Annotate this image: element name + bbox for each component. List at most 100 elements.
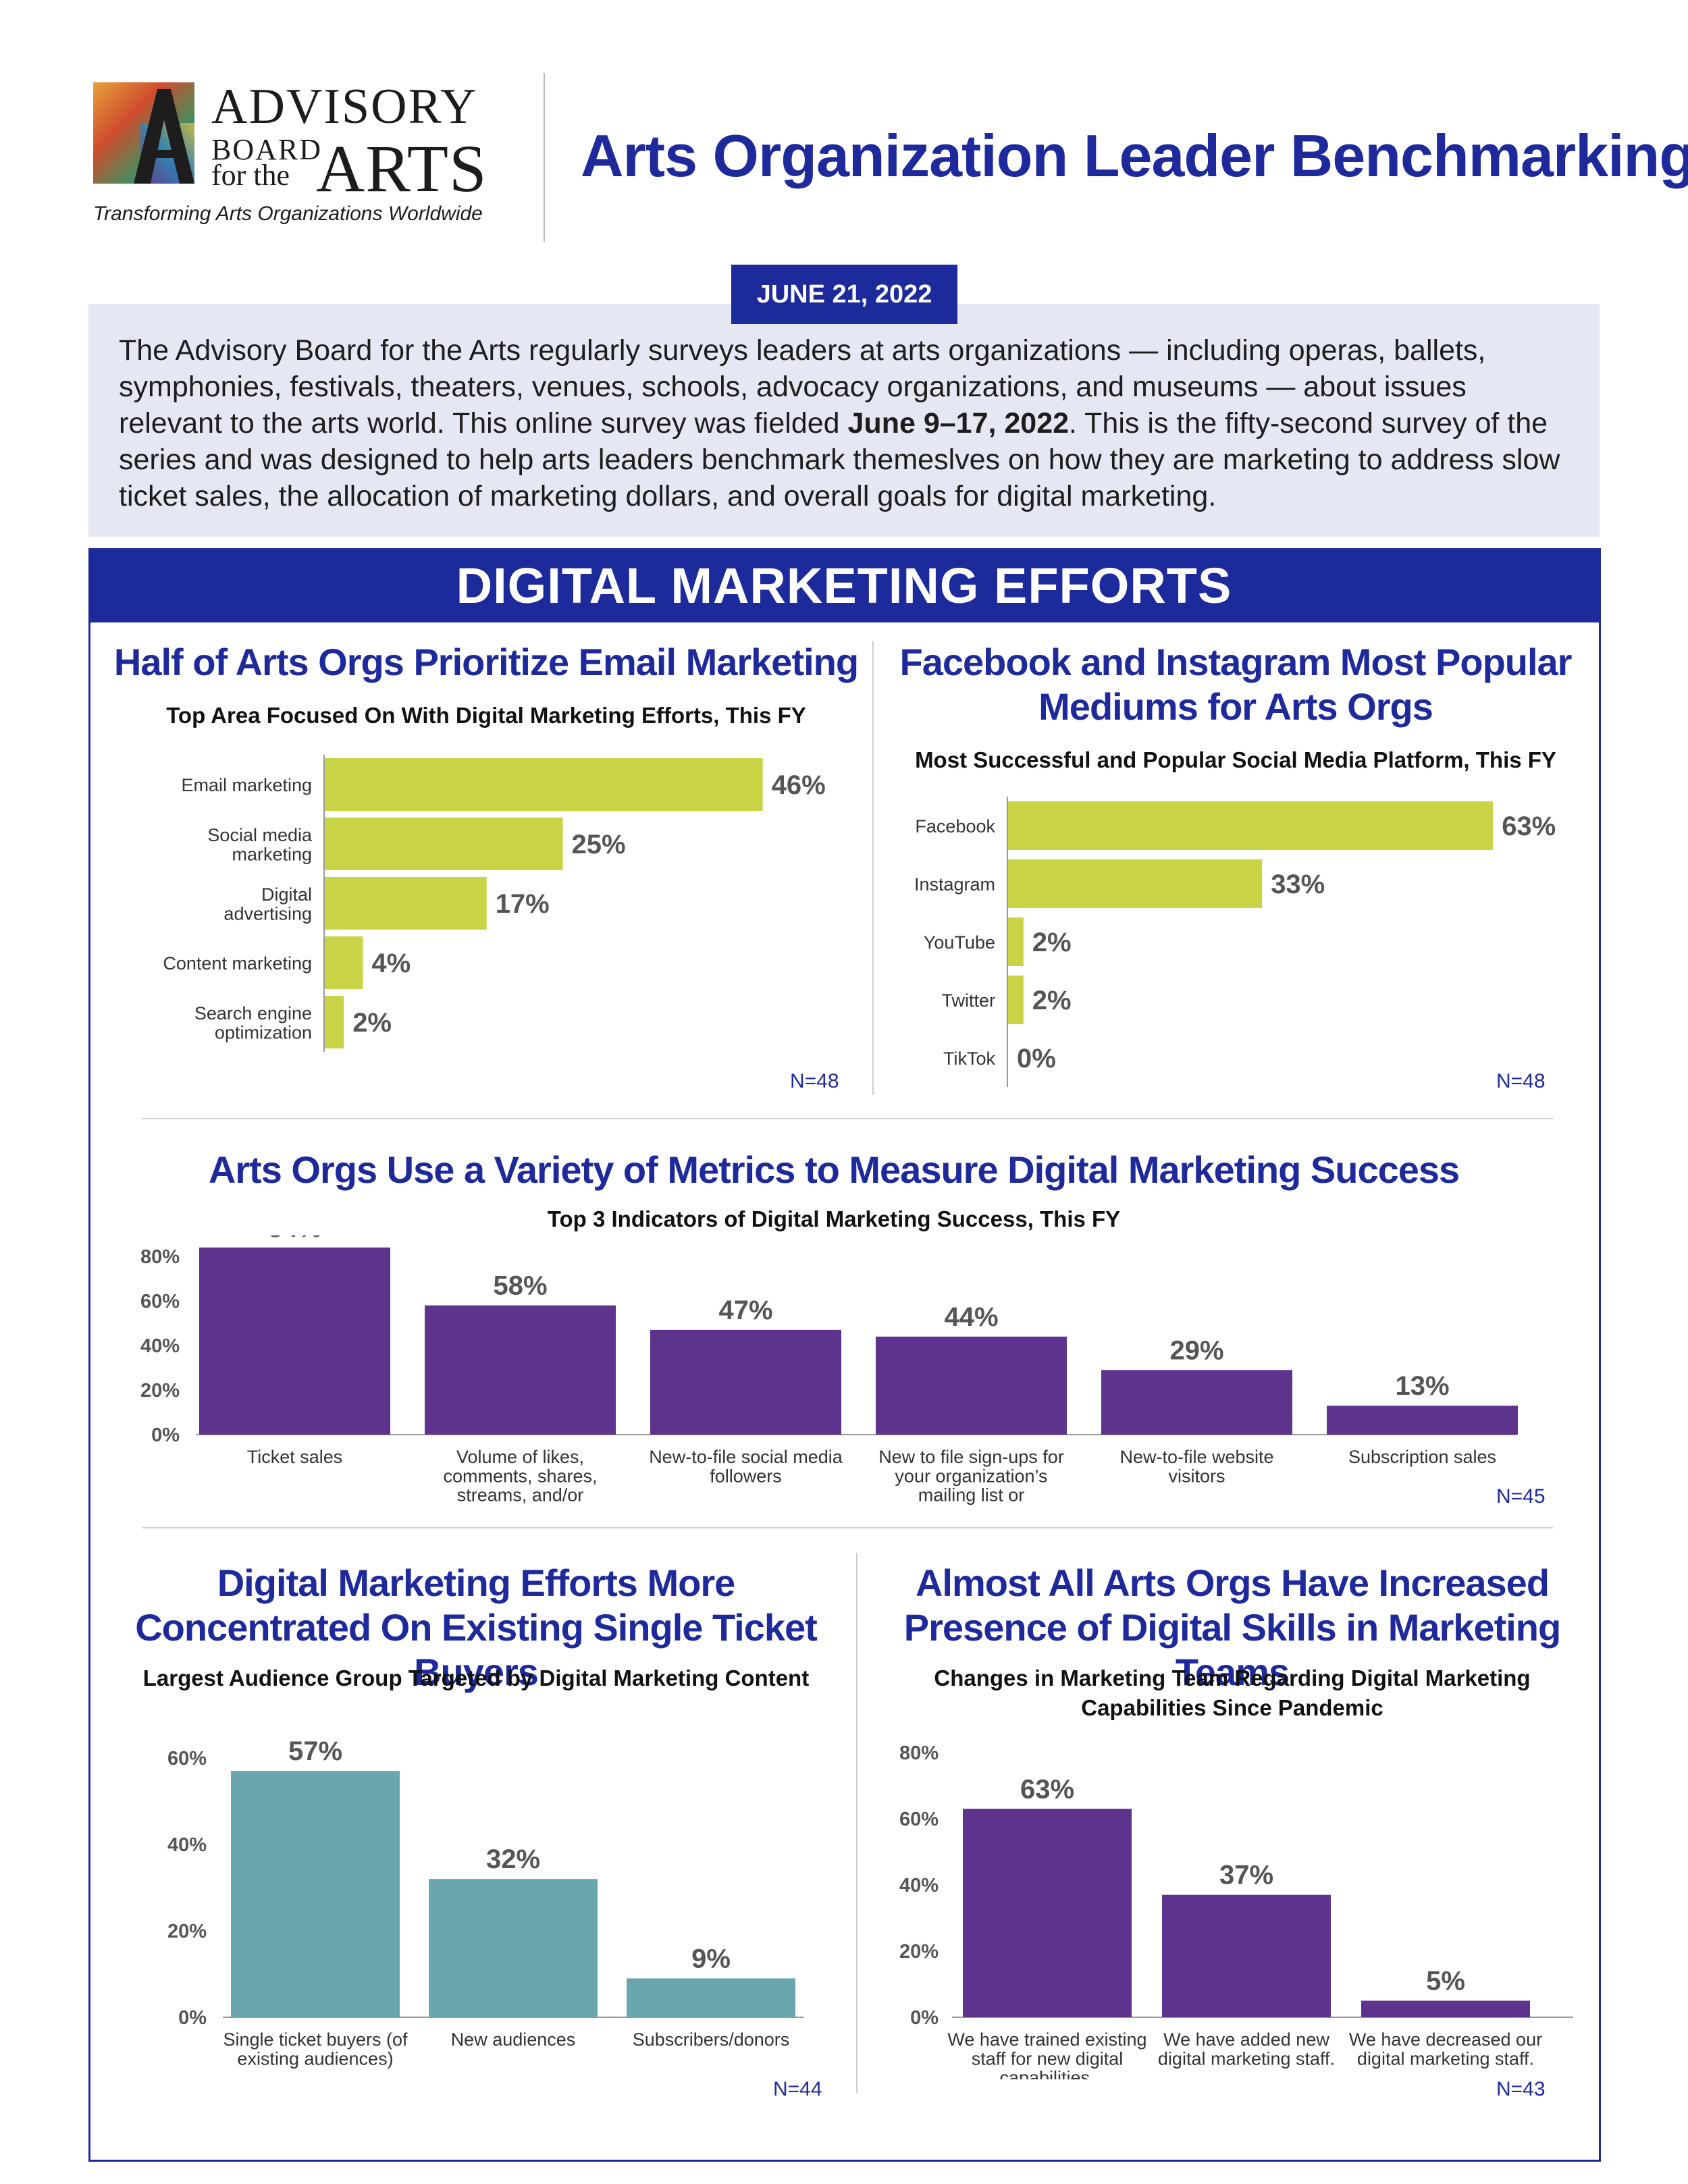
- divider-middle-top: [142, 1118, 1553, 1119]
- logo: ADVISORY BOARD for the ARTS: [93, 79, 498, 244]
- bar-0: [1008, 801, 1494, 850]
- value-label-1: 37%: [1219, 1861, 1273, 1890]
- chart-email-title: Half of Arts Orgs Prioritize Email Marke…: [113, 641, 859, 683]
- category-label-1: We have added new digital marketing staff…: [1158, 2029, 1335, 2069]
- y-tick-1: 20%: [899, 1941, 939, 1963]
- bar-1: [1162, 1894, 1331, 2017]
- logo-text-arts: ARTS: [316, 131, 487, 206]
- bar-3: [325, 936, 363, 989]
- value-label-2: 9%: [691, 1944, 731, 1973]
- value-label-0: 84%: [267, 1235, 321, 1243]
- chart-audience-subtitle: Largest Audience Group Targeted by Digit…: [142, 1666, 810, 1690]
- intro-text-part2: . This is the fifty-second survey of the…: [119, 407, 1560, 512]
- value-label-1: 58%: [493, 1271, 547, 1301]
- intro-text: The Advisory Board for the Arts regularl…: [119, 332, 1577, 514]
- y-tick-1: 20%: [140, 1380, 180, 1402]
- category-label-3: Content marketing: [163, 953, 312, 974]
- value-label-4: 0%: [1017, 1044, 1056, 1073]
- value-label-0: 46%: [772, 770, 826, 800]
- value-label-0: 63%: [1020, 1774, 1074, 1804]
- category-label-1: Volume of likes, comments, shares, streams…: [434, 1447, 607, 1506]
- chart-metrics-n: N=45: [1496, 1485, 1546, 1508]
- bar-5: [1327, 1406, 1518, 1435]
- bar-2: [325, 877, 487, 930]
- category-label-3: New to file sign-ups for your organizatio…: [878, 1447, 1064, 1506]
- bar-1: [429, 1879, 598, 2017]
- chart-skills-subtitle: Changes in Marketing Team Regarding Digi…: [934, 1666, 1531, 1720]
- chart-email-n: N=48: [790, 1070, 839, 1092]
- y-tick-2: 40%: [167, 1834, 207, 1856]
- category-label-1: Instagram: [914, 874, 995, 895]
- category-label-4: TikTok: [943, 1048, 996, 1069]
- value-label-3: 2%: [1032, 986, 1072, 1015]
- chart-email: Email marketing 46% Social media marketing 2…: [163, 755, 826, 1052]
- bar-2: [627, 1978, 795, 2017]
- value-label-1: 25%: [572, 830, 626, 859]
- category-label-1: New audiences: [451, 2029, 576, 2050]
- bar-4: [1101, 1370, 1292, 1435]
- bar-4: [325, 996, 344, 1048]
- y-tick-2: 40%: [140, 1335, 180, 1357]
- category-label-4: New-to-file website visitors: [1119, 1447, 1273, 1486]
- section-banner: DIGITAL MARKETING EFFORTS: [88, 548, 1600, 622]
- chart-skills: 0% 20% 40% 60% 80% 63% We have trained existin…: [899, 1742, 1573, 2079]
- y-tick-0: 0%: [910, 2007, 939, 2029]
- chart-metrics-title: Arts Orgs Use a Variety of Metrics to Me…: [208, 1148, 1460, 1191]
- value-label-2: 17%: [496, 889, 550, 919]
- divider-top: [872, 641, 874, 1095]
- chart-skills-n: N=43: [1496, 2078, 1546, 2100]
- value-label-5: 13%: [1395, 1371, 1449, 1401]
- value-label-0: 57%: [288, 1736, 342, 1766]
- logo-text-board: BOARD: [211, 133, 323, 166]
- logo-text-for-the: for the: [211, 159, 290, 192]
- value-label-0: 63%: [1502, 811, 1556, 841]
- value-label-3: 4%: [371, 949, 411, 978]
- bar-0: [199, 1247, 390, 1435]
- chart-email-subtitle: Top Area Focused On With Digital Marketi…: [166, 703, 806, 728]
- category-label-0: Ticket sales: [247, 1447, 343, 1467]
- bar-2: [1008, 917, 1024, 966]
- chart-social: Facebook 63% Instagram 33% YouTube 2% Twitter 2…: [914, 797, 1556, 1087]
- intro-text-part1: The Advisory Board for the Arts regularl…: [119, 334, 1486, 440]
- category-label-0: Facebook: [915, 816, 995, 836]
- chart-metrics-subtitle: Top 3 Indicators of Digital Marketing Su…: [547, 1206, 1121, 1231]
- chart-social-n: N=48: [1496, 1070, 1546, 1092]
- value-label-2: 2%: [1032, 928, 1072, 957]
- y-tick-3: 60%: [167, 1748, 207, 1769]
- y-tick-1: 20%: [167, 1921, 207, 1942]
- y-tick-4: 80%: [899, 1742, 939, 1764]
- category-label-3: Twitter: [941, 990, 995, 1011]
- value-label-2: 5%: [1426, 1967, 1465, 1996]
- y-tick-4: 80%: [140, 1246, 180, 1268]
- category-label-2: Subscribers/donors: [633, 2029, 790, 2050]
- chart-skills-title: Almost All Arts Orgs Have Increased Pres…: [903, 1562, 1561, 1693]
- chart-social-subtitle: Most Successful and Popular Social Media…: [915, 747, 1556, 772]
- category-label-2: YouTube: [924, 932, 995, 953]
- divider-bottom: [856, 1553, 858, 2093]
- intro-text-dates: June 9–17, 2022: [847, 407, 1070, 440]
- date-badge: JUNE 21, 2022: [731, 265, 957, 324]
- value-label-1: 33%: [1271, 870, 1325, 899]
- y-tick-2: 40%: [899, 1875, 939, 1896]
- logo-text-advisory: ADVISORY: [211, 79, 478, 134]
- value-label-1: 32%: [486, 1844, 540, 1874]
- bar-1: [1008, 859, 1263, 908]
- category-label-0: Email marketing: [181, 775, 312, 795]
- chart-metrics: 0%20%40%60%80%100%84%Ticket sales58%Volu…: [140, 1235, 1518, 1506]
- tagline: Transforming Arts Organizations Worldwid…: [93, 203, 483, 225]
- y-tick-3: 60%: [899, 1809, 939, 1830]
- value-label-4: 29%: [1169, 1335, 1223, 1365]
- chart-social-title: Facebook and Instagram Most Popular Medi…: [899, 641, 1573, 728]
- page-title: Arts Organization Leader Benchmarking: [581, 122, 1688, 189]
- bar-0: [231, 1771, 400, 2017]
- divider-middle-bottom: [142, 1527, 1553, 1528]
- chart-audience: 0% 20% 40% 60% 57% Single ticket buyers (of ex…: [167, 1736, 803, 2069]
- bar-0: [963, 1809, 1132, 2017]
- category-label-2: Digital advertising: [223, 884, 312, 924]
- bar-1: [325, 818, 563, 870]
- category-label-1: Social media marketing: [207, 825, 313, 864]
- bar-3: [876, 1336, 1067, 1435]
- category-label-0: Single ticket buyers (of existing audienc…: [223, 2029, 408, 2069]
- bar-1: [425, 1305, 616, 1435]
- category-label-4: Search engine optimization: [194, 1003, 312, 1042]
